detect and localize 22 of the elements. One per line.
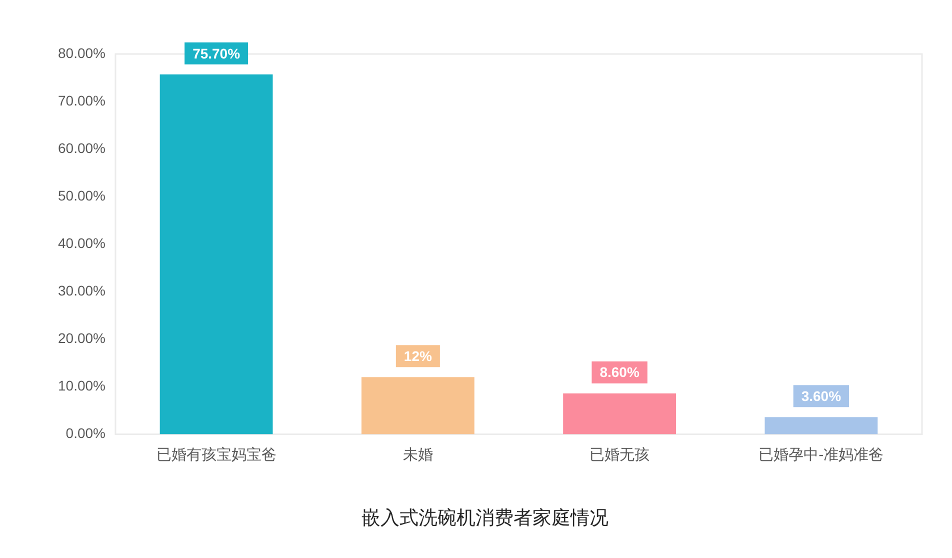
y-tick-label: 60.00% <box>58 140 106 156</box>
y-tick-label: 10.00% <box>58 378 106 394</box>
y-tick-label: 0.00% <box>66 425 106 442</box>
data-label: 8.60% <box>600 364 640 380</box>
y-tick-label: 50.00% <box>58 187 106 204</box>
bar <box>764 417 878 434</box>
x-tick-label: 已婚孕中-准妈准爸 <box>758 446 884 464</box>
text: 嵌入式洗碗机消费者家庭情况 <box>362 506 608 529</box>
y-tick-label: 80.00% <box>58 44 106 61</box>
bar <box>563 393 676 434</box>
x-tick-label: 未婚 <box>402 446 433 464</box>
y-tick-label: 40.00% <box>58 234 106 251</box>
bar <box>160 74 273 434</box>
bar <box>361 377 474 434</box>
data-label: 75.70% <box>192 45 241 62</box>
x-tick-label: 已婚有孩宝妈宝爸 <box>156 446 276 464</box>
x-tick-label: 已婚无孩 <box>590 446 650 464</box>
y-tick-label: 20.00% <box>58 330 106 346</box>
y-tick-label: 70.00% <box>58 92 106 108</box>
y-tick-label: 30.00% <box>58 282 106 298</box>
data-label: 3.60% <box>801 388 842 404</box>
data-label: 12% <box>404 348 432 364</box>
